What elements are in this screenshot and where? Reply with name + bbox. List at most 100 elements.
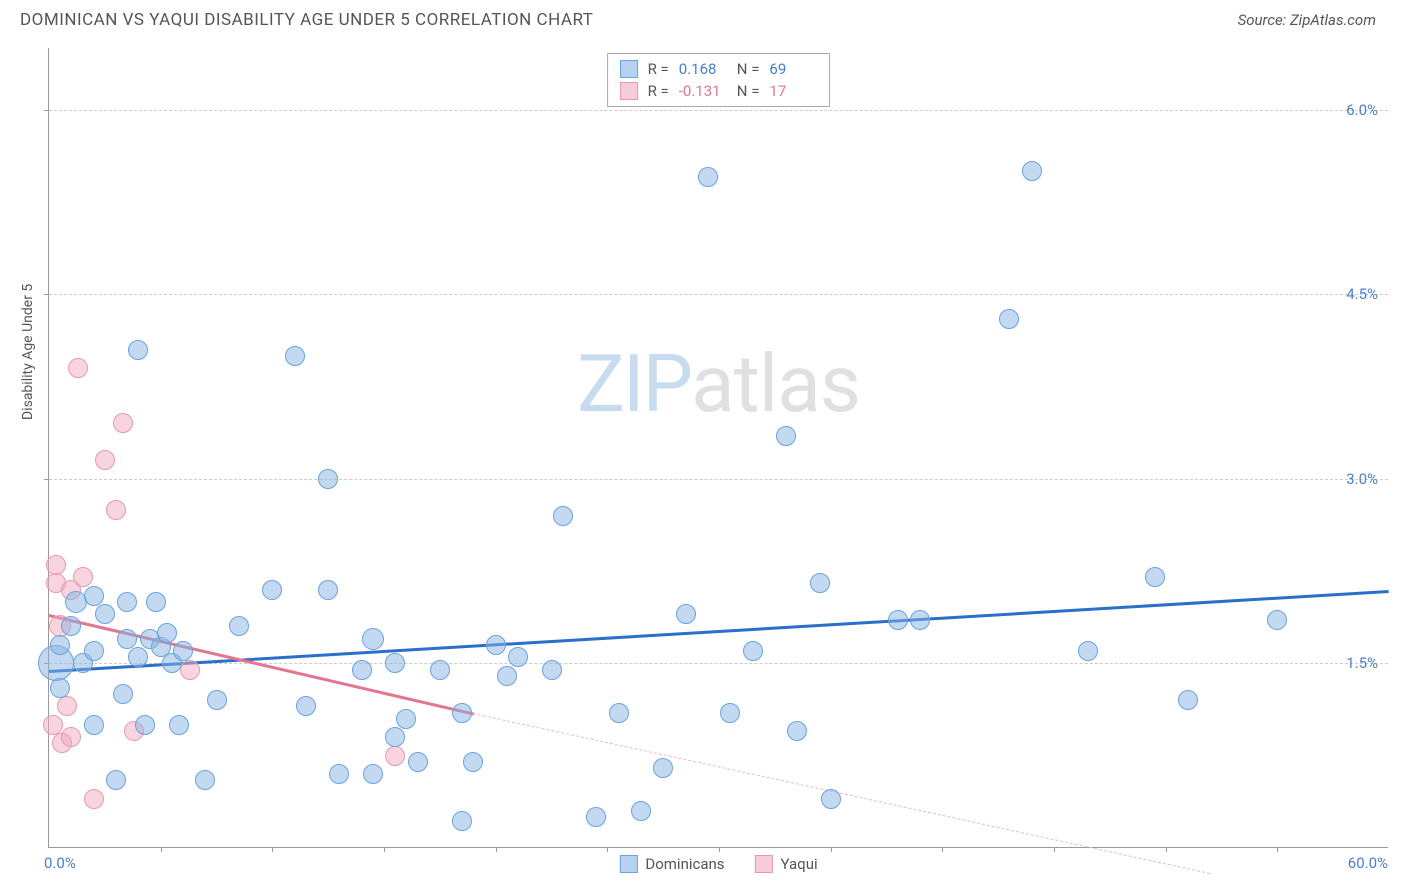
data-point: [229, 616, 249, 636]
data-point: [910, 610, 930, 630]
data-point: [173, 641, 193, 661]
x-tick: [161, 847, 162, 852]
y-tick-label: 6.0%: [1346, 101, 1378, 119]
data-point: [1145, 567, 1165, 587]
data-point: [676, 604, 696, 624]
watermark: ZIPatlas: [577, 337, 860, 431]
data-point: [408, 752, 428, 772]
legend-item-dominicans: Dominicans: [619, 855, 724, 873]
x-tick: [384, 847, 385, 852]
data-point: [285, 346, 305, 366]
data-point: [296, 696, 316, 716]
data-point: [698, 167, 718, 187]
data-point: [743, 641, 763, 661]
data-point: [207, 690, 227, 710]
data-point: [430, 660, 450, 680]
data-point: [363, 764, 383, 784]
data-point: [810, 573, 830, 593]
swatch-blue-icon: [620, 60, 638, 78]
data-point: [385, 653, 405, 673]
data-point: [106, 500, 126, 520]
stats-row-series2: R = -0.131 N = 17: [620, 80, 818, 102]
chart-title: DOMINICAN VS YAQUI DISABILITY AGE UNDER …: [20, 10, 593, 30]
data-point: [180, 660, 200, 680]
gridline: [49, 110, 1388, 111]
data-point: [452, 703, 472, 723]
trend-line: [49, 614, 474, 715]
data-point: [169, 715, 189, 735]
x-tick: [1277, 847, 1278, 852]
x-tick: [1166, 847, 1167, 852]
data-point: [553, 506, 573, 526]
data-point: [463, 752, 483, 772]
data-point: [61, 616, 81, 636]
data-point: [43, 715, 63, 735]
data-point: [497, 666, 517, 686]
data-point: [61, 727, 81, 747]
data-point: [84, 586, 104, 606]
data-point: [999, 309, 1019, 329]
source-attribution: Source: ZipAtlas.com: [1238, 11, 1376, 29]
data-point: [195, 770, 215, 790]
trend-line: [473, 713, 1210, 874]
swatch-pink-icon: [755, 855, 773, 873]
data-point: [73, 567, 93, 587]
legend-item-yaqui: Yaqui: [755, 855, 818, 873]
gridline: [49, 479, 1388, 480]
data-point: [84, 715, 104, 735]
data-point: [1267, 610, 1287, 630]
legend: Dominicans Yaqui: [619, 855, 817, 873]
data-point: [888, 610, 908, 630]
swatch-pink-icon: [620, 82, 638, 100]
data-point: [329, 764, 349, 784]
data-point: [106, 770, 126, 790]
y-tick-label: 1.5%: [1346, 654, 1378, 672]
data-point: [385, 746, 405, 766]
y-tick-label: 4.5%: [1346, 285, 1378, 303]
y-axis-label: Disability Age Under 5: [20, 284, 36, 420]
data-point: [542, 660, 562, 680]
data-point: [113, 684, 133, 704]
x-tick: [942, 847, 943, 852]
data-point: [609, 703, 629, 723]
data-point: [135, 715, 155, 735]
x-tick: [496, 847, 497, 852]
data-point: [117, 592, 137, 612]
data-point: [1178, 690, 1198, 710]
y-tick: [44, 479, 49, 480]
data-point: [128, 340, 148, 360]
x-tick: [719, 847, 720, 852]
x-tick: [1054, 847, 1055, 852]
data-point: [1022, 161, 1042, 181]
data-point: [84, 641, 104, 661]
data-point: [318, 580, 338, 600]
data-point: [95, 450, 115, 470]
data-point: [787, 721, 807, 741]
x-tick-min: 0.0%: [44, 854, 76, 872]
data-point: [117, 629, 137, 649]
x-tick: [607, 847, 608, 852]
data-point: [84, 789, 104, 809]
data-point: [486, 635, 506, 655]
x-tick: [272, 847, 273, 852]
data-point: [776, 426, 796, 446]
data-point: [586, 807, 606, 827]
x-tick: [831, 847, 832, 852]
chart-plot-area: ZIPatlas R = 0.168 N = 69 R = -0.131 N =…: [48, 48, 1388, 848]
data-point: [385, 727, 405, 747]
data-point: [821, 789, 841, 809]
data-point: [128, 647, 148, 667]
data-point: [452, 811, 472, 831]
data-point: [262, 580, 282, 600]
data-point: [631, 801, 651, 821]
data-point: [50, 635, 70, 655]
correlation-stats-box: R = 0.168 N = 69 R = -0.131 N = 17: [607, 53, 831, 107]
swatch-blue-icon: [619, 855, 637, 873]
data-point: [95, 604, 115, 624]
data-point: [146, 592, 166, 612]
data-point: [1078, 641, 1098, 661]
y-tick: [44, 294, 49, 295]
y-tick: [44, 110, 49, 111]
data-point: [113, 413, 133, 433]
data-point: [720, 703, 740, 723]
